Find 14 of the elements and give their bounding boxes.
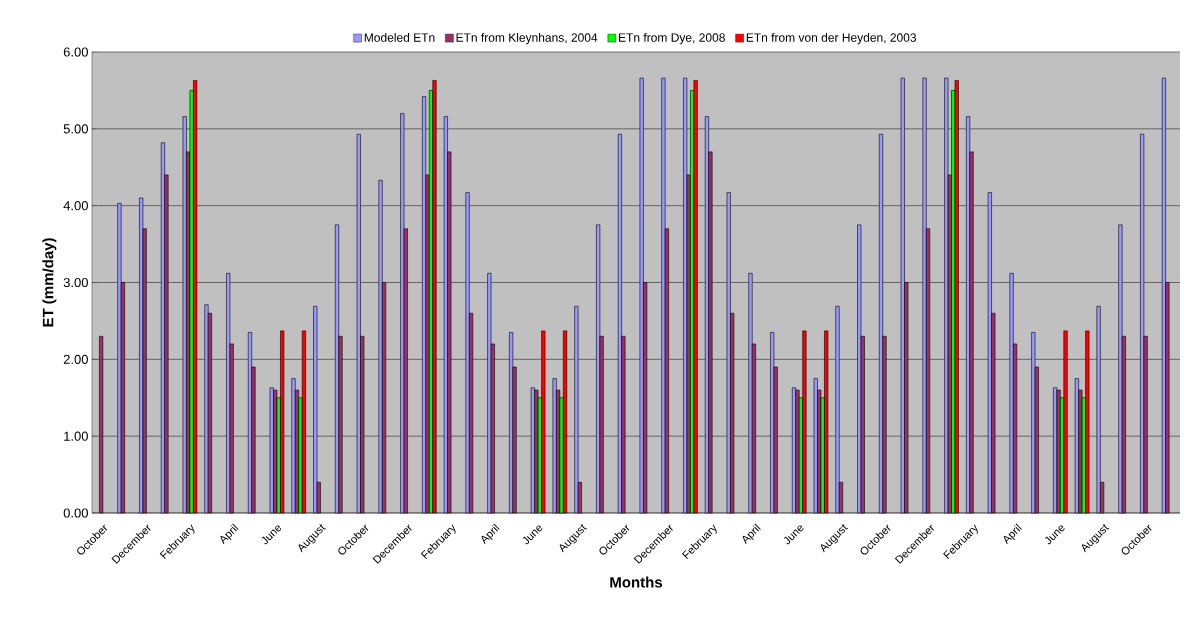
y-tick-label: 2.00 <box>63 354 88 364</box>
y-tick-label: 6.00 <box>63 47 88 57</box>
y-tick-label: 4.00 <box>63 201 88 211</box>
y-tick-label: 0.00 <box>63 508 88 518</box>
legend-label: ETn from Kleynhans, 2004 <box>456 33 598 45</box>
y-tick-label: 3.00 <box>63 277 88 288</box>
y-tick-label: 1.00 <box>64 431 88 441</box>
x-axis-title: Months <box>610 576 663 588</box>
y-axis-title: ET (mm/day) <box>42 238 57 327</box>
y-tick-label: 5.00 <box>63 124 88 134</box>
bar <box>795 389 800 514</box>
legend-label: ETn from Dye, 2008 <box>619 33 725 45</box>
legend-label: Modeled ETn <box>364 33 435 42</box>
legend-label: ETn from von der Heyden, 2003 <box>746 33 917 45</box>
